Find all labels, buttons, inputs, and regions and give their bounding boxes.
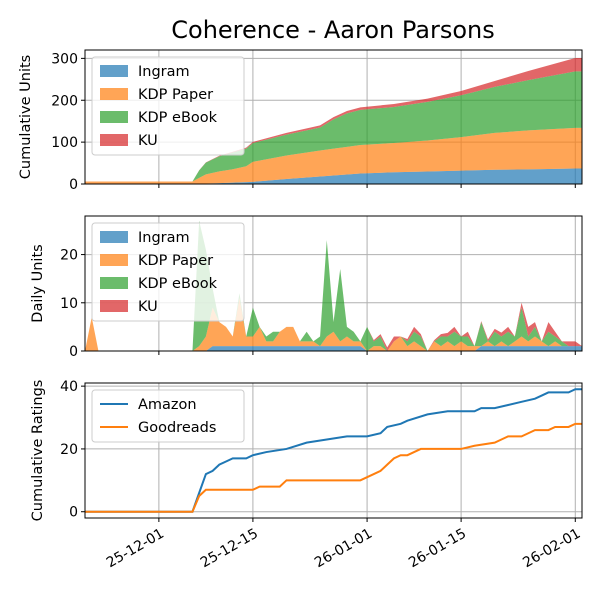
legend-label: KDP Paper: [138, 253, 213, 269]
legend-label: KU: [138, 133, 158, 149]
legend-swatch: [100, 111, 128, 123]
figure-title: Coherence - Aaron Parsons: [171, 16, 494, 44]
legend-label: Ingram: [138, 64, 190, 80]
legend-label: KU: [138, 299, 158, 315]
legend-label: Goodreads: [138, 420, 216, 436]
x-tick-label: 26-01-15: [406, 526, 469, 572]
y-tick-label: 20: [60, 442, 78, 458]
y-tick-label: 40: [60, 379, 78, 395]
x-tick-label: 25-12-01: [104, 526, 167, 572]
area-kdp-paper: [85, 297, 582, 351]
legend-label: Amazon: [138, 397, 197, 413]
legend-swatch: [100, 277, 128, 289]
panel-1: 0 100 200 300 Cumulative Units Ingram KDP Pape…: [18, 49, 583, 193]
y-tick-label: 300: [51, 51, 78, 67]
legend-label: KDP eBook: [138, 110, 218, 126]
legend-swatch: [100, 88, 128, 100]
axes-frame: [84, 382, 583, 519]
y-tick-label: 0: [69, 344, 78, 360]
y-tick-label: 20: [60, 248, 78, 264]
legend: Amazon Goodreads: [91, 389, 245, 443]
legend-swatch: [100, 231, 128, 243]
y-tick-label: 0: [69, 177, 78, 193]
y-tick-label: 100: [51, 135, 78, 151]
area-kdp-paper: [85, 127, 582, 184]
legend-swatch: [100, 254, 128, 266]
legend-label: KDP eBook: [138, 276, 218, 292]
legend-swatch: [100, 134, 128, 146]
area-ingram: [85, 168, 582, 184]
y-tick-label: 200: [51, 93, 78, 109]
axes-frame: [84, 49, 583, 185]
line-goodreads: [85, 422, 582, 513]
area-ingram: [85, 346, 582, 351]
y-tick-label: 10: [60, 296, 78, 312]
legend-label: Ingram: [138, 230, 190, 246]
legend-swatch: [100, 300, 128, 312]
y-axis-label: Cumulative Units: [18, 55, 34, 179]
area-ku: [85, 57, 582, 182]
legend-box: [91, 389, 245, 443]
y-axis-label: Cumulative Ratings: [30, 380, 46, 522]
legend-box: [91, 222, 245, 322]
legend: Ingram KDP Paper KDP eBook KU: [91, 56, 245, 156]
area-kdp-ebook: [85, 71, 582, 182]
axes-frame: [84, 215, 583, 352]
legend-box: [91, 56, 245, 156]
legend: Ingram KDP Paper KDP eBook KU: [91, 222, 245, 322]
y-axis-label: Daily Units: [30, 244, 46, 322]
x-tick-label: 26-02-01: [520, 526, 583, 572]
x-tick-label: 26-01-01: [312, 526, 375, 572]
line-amazon: [85, 388, 582, 513]
y-tick-label: 0: [69, 505, 78, 521]
legend-label: KDP Paper: [138, 87, 213, 103]
legend-swatch: [100, 65, 128, 77]
panel-2: 0 10 20 Daily Units Ingram KDP Paper KDP eBook…: [30, 215, 583, 360]
x-tick-label: 25-12-15: [198, 526, 261, 572]
panel-3: 0 20 40 Cumulative Ratings Amazon Goodreads: [30, 379, 583, 522]
